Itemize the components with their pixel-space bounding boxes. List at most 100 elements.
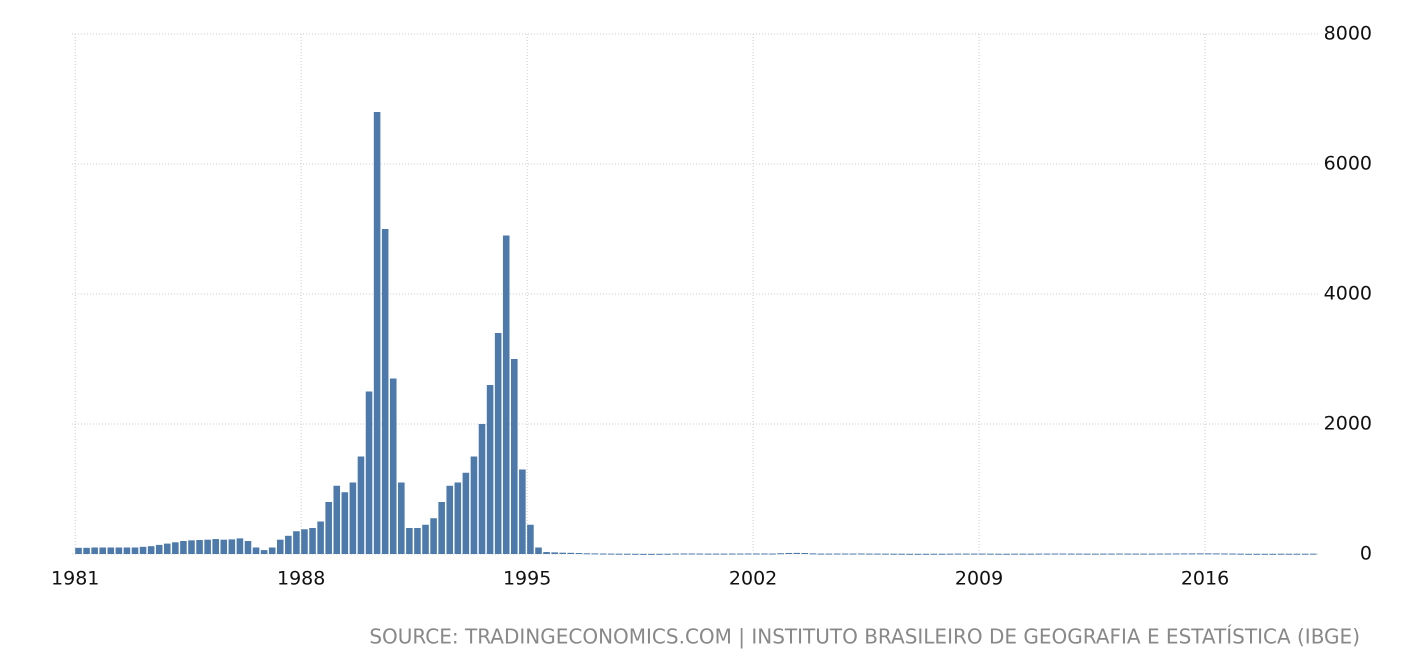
bar [1140, 553, 1148, 555]
bar [962, 553, 970, 555]
bar [204, 539, 211, 554]
bar [196, 540, 203, 554]
bar [494, 333, 502, 554]
bar [83, 547, 90, 554]
bar [890, 553, 897, 555]
bar [874, 553, 881, 555]
bar [833, 553, 841, 555]
bar [373, 112, 381, 554]
y-tick-label: 6000 [1324, 153, 1372, 175]
bar [1188, 553, 1196, 555]
bar [1100, 553, 1107, 555]
bar [1237, 553, 1244, 555]
bar [301, 529, 308, 554]
bar [1003, 553, 1010, 555]
bar [1011, 553, 1018, 555]
bar [188, 540, 195, 554]
bar [107, 547, 115, 554]
bar [1027, 553, 1035, 555]
bar [268, 547, 276, 554]
bar [688, 553, 696, 555]
bar [922, 553, 930, 555]
bar [809, 553, 817, 555]
bar [398, 482, 405, 554]
bar [777, 553, 784, 555]
bar [567, 552, 575, 554]
bar [583, 553, 591, 555]
bar [607, 553, 615, 555]
bar [1285, 553, 1293, 555]
bar [1019, 553, 1026, 555]
bar [422, 524, 429, 554]
bar [849, 553, 857, 555]
bar [147, 546, 155, 554]
bar [91, 547, 98, 554]
bar [753, 553, 760, 555]
bar [914, 553, 922, 555]
bar [680, 553, 688, 555]
y-tick-label: 0 [1360, 543, 1372, 565]
bar [696, 553, 704, 555]
bar [954, 553, 962, 555]
bar [979, 553, 986, 555]
bar [1132, 553, 1139, 555]
bar [575, 553, 583, 555]
bar [1309, 553, 1317, 555]
bar [543, 552, 550, 554]
bar [341, 492, 349, 554]
bar [1067, 553, 1075, 555]
bar [75, 547, 82, 554]
bar [736, 553, 744, 555]
bar [1261, 553, 1269, 555]
bar [1148, 553, 1156, 555]
bar [1035, 553, 1043, 555]
bar [623, 553, 631, 555]
bar [712, 553, 720, 555]
bar [946, 553, 954, 555]
bar [906, 553, 914, 555]
bar [123, 547, 131, 554]
bar [866, 553, 873, 555]
bar [131, 547, 139, 554]
bar [244, 541, 252, 554]
bar [1075, 553, 1083, 555]
bar [478, 424, 486, 554]
bar [1213, 553, 1220, 555]
bar [502, 235, 510, 554]
bar [898, 553, 905, 555]
bar [785, 552, 792, 554]
bar [882, 553, 889, 555]
x-tick-label: 2002 [729, 568, 777, 590]
bar [1164, 553, 1172, 555]
bar [769, 553, 776, 555]
bar [938, 553, 946, 555]
bar [285, 535, 292, 554]
bar [745, 553, 752, 555]
bar [1221, 553, 1228, 555]
bar [1092, 553, 1099, 555]
bar [454, 482, 462, 554]
x-tick-label: 1988 [277, 568, 325, 590]
source: SOURCE: TRADINGECONOMICS.COM | INSTITUTO… [369, 625, 1360, 649]
bar [672, 553, 679, 555]
bar [761, 553, 768, 555]
bar [1180, 553, 1188, 555]
bar [632, 553, 639, 555]
bar [414, 528, 421, 554]
bar [260, 550, 268, 554]
bar [333, 485, 341, 554]
bar [1116, 553, 1123, 555]
bar [511, 359, 518, 554]
bar [236, 538, 244, 554]
bar [1253, 553, 1261, 555]
bar [1172, 553, 1180, 555]
x-tick-label: 2009 [955, 568, 1003, 590]
bar [817, 553, 825, 555]
bar [212, 539, 219, 554]
bar [930, 553, 938, 555]
bar [462, 472, 470, 554]
x-tick-label: 1995 [503, 568, 551, 590]
bar [1245, 553, 1252, 555]
bar [389, 378, 397, 554]
bar [1083, 553, 1091, 555]
